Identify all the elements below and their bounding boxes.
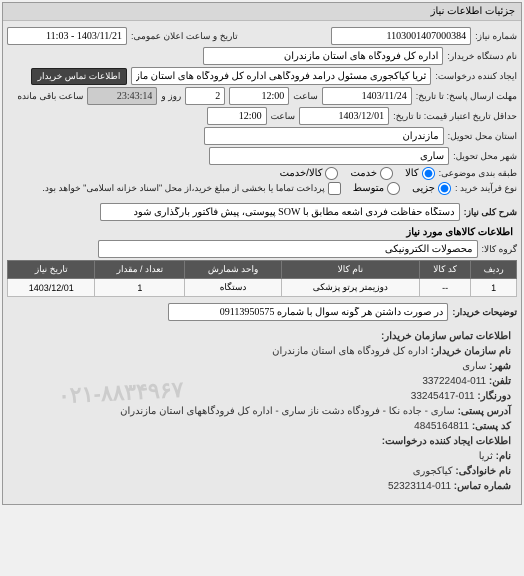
panel-body: شماره نیاز: تاریخ و ساعت اعلان عمومی: نا… <box>3 21 521 504</box>
table-row: 1 -- دوزیمتر پرتو پزشکی دستگاه 1 1403/12… <box>8 279 517 297</box>
org-name-label: نام سازمان خریدار: <box>431 346 511 357</box>
province-label: استان محل تحویل: <box>448 131 517 142</box>
buyer-note-label: توضیحات خریدار: <box>452 307 517 318</box>
row-purchase-type: نوع فرآیند خرید : جزیی متوسط پرداخت تمام… <box>7 182 517 195</box>
details-panel: جزئیات اطلاعات نیاز شماره نیاز: تاریخ و … <box>2 2 522 505</box>
deadline-date <box>322 87 412 105</box>
checkbox-treasury[interactable] <box>328 182 341 195</box>
th-code: کد کالا <box>419 261 471 279</box>
row-city: شهر محل تحویل: <box>7 147 517 165</box>
r-family-label: نام خانوادگی: <box>455 466 511 477</box>
buyer-org-label: نام دستگاه خریدار: <box>447 51 517 62</box>
goods-table: ردیف کد کالا نام کالا واحد شمارش تعداد /… <box>7 260 517 297</box>
radio-jozi-label: جزیی <box>412 183 435 194</box>
buyer-contact-button[interactable]: اطلاعات تماس خریدار <box>31 68 128 85</box>
c-post-label: کد پستی: <box>472 421 511 432</box>
radio-both-label: کالا/خدمت <box>280 168 323 179</box>
requester-label: ایجاد کننده درخواست: <box>435 71 517 82</box>
contact-block: ۰۲۱-۸۸۳۴۹۶۷ اطلاعات تماس سازمان خریدار: … <box>7 323 517 500</box>
contact-section-title: اطلاعات تماس سازمان خریدار: <box>13 329 511 344</box>
row-buyer-org: نام دستگاه خریدار: <box>7 47 517 65</box>
remaining-days <box>185 87 225 105</box>
row-requester: ایجاد کننده درخواست: اطلاعات تماس خریدار <box>7 67 517 85</box>
radio-khedmat[interactable] <box>380 167 393 180</box>
radio-motavasset-label: متوسط <box>353 183 384 194</box>
remaining-time <box>87 87 157 105</box>
need-title-label: شرح کلی نیاز: <box>464 207 517 218</box>
goods-section-title: اطلاعات کالاهای مورد نیاز <box>11 227 513 238</box>
need-no-label: شماره نیاز: <box>475 31 517 42</box>
province-field <box>204 127 444 145</box>
row-subject-class: طبقه بندی موضوعی: کالا خدمت کالا/خدمت <box>7 167 517 180</box>
announce-label: تاریخ و ساعت اعلان عمومی: <box>131 31 238 42</box>
c-fax-value: 011-33245417 <box>411 391 475 402</box>
radio-kala[interactable] <box>422 167 435 180</box>
r-phone-value: 011-52323114 <box>388 481 451 492</box>
td-code: -- <box>419 279 471 297</box>
td-date: 1403/12/01 <box>8 279 95 297</box>
row-need-no: شماره نیاز: تاریخ و ساعت اعلان عمومی: <box>7 27 517 45</box>
r-phone-label: شماره تماس: <box>454 481 511 492</box>
row-credit: حداقل تاریخ اعتبار قیمت: تا تاریخ: ساعت <box>7 107 517 125</box>
td-unit: دستگاه <box>185 279 282 297</box>
requester-field <box>131 67 431 85</box>
deadline-time <box>229 87 289 105</box>
row-province: استان محل تحویل: <box>7 127 517 145</box>
credit-time-label: ساعت <box>271 111 296 122</box>
org-name-value: اداره کل فرودگاه های استان مازندران <box>272 346 428 357</box>
deadline-time-label: ساعت <box>293 91 318 102</box>
deadline-label: مهلت ارسال پاسخ: تا تاریخ: <box>416 91 517 102</box>
radio-motavasset[interactable] <box>387 182 400 195</box>
req-creator-section-title: اطلاعات ایجاد کننده درخواست: <box>13 434 511 449</box>
goods-group-field <box>98 240 478 258</box>
r-name-label: نام: <box>496 451 511 462</box>
c-phone-value: 011-33722404 <box>422 376 486 387</box>
city-field <box>209 147 449 165</box>
row-goods-group: گروه کالا: <box>7 240 517 258</box>
th-date: تاریخ نیاز <box>8 261 95 279</box>
buyer-org-field <box>203 47 443 65</box>
th-row: ردیف <box>471 261 517 279</box>
td-name: دوزیمتر پرتو پزشکی <box>281 279 419 297</box>
r-name-value: ثریا <box>479 451 493 462</box>
radio-jozi[interactable] <box>438 182 451 195</box>
row-buyer-note: توضیحات خریدار: <box>7 303 517 321</box>
city-label: شهر محل تحویل: <box>453 151 517 162</box>
c-city-label: شهر: <box>489 361 511 372</box>
radio-both[interactable] <box>325 167 338 180</box>
subject-class-label: طبقه بندی موضوعی: <box>439 168 517 179</box>
td-row: 1 <box>471 279 517 297</box>
c-addr-label: آدرس پستی: <box>458 406 511 417</box>
radio-khedmat-label: خدمت <box>350 168 377 179</box>
c-city-value: ساری <box>462 361 486 372</box>
credit-date <box>299 107 389 125</box>
row-need-title: شرح کلی نیاز: <box>7 203 517 221</box>
th-unit: واحد شمارش <box>185 261 282 279</box>
purchase-type-label: نوع فرآیند خرید : <box>455 183 517 194</box>
purchase-note: پرداخت تماما یا بخشی از مبلغ خرید،از محل… <box>42 183 324 194</box>
need-title-field <box>100 203 460 221</box>
buyer-note-field <box>168 303 448 321</box>
table-header-row: ردیف کد کالا نام کالا واحد شمارش تعداد /… <box>8 261 517 279</box>
credit-label: حداقل تاریخ اعتبار قیمت: تا تاریخ: <box>393 111 517 122</box>
td-qty: 1 <box>95 279 185 297</box>
need-no-field <box>331 27 471 45</box>
remaining-suffix: ساعت باقی مانده <box>17 91 83 102</box>
credit-time <box>207 107 267 125</box>
radio-kala-label: کالا <box>405 168 419 179</box>
r-family-value: کیاکجوری <box>413 466 453 477</box>
c-fax-label: دورنگار: <box>477 391 511 402</box>
c-post-value: 4845164811 <box>414 421 469 432</box>
row-deadline: مهلت ارسال پاسخ: تا تاریخ: ساعت روز و سا… <box>7 87 517 105</box>
remaining-days-label: روز و <box>161 91 181 102</box>
c-addr-value: ساری - جاده نکا - فرودگاه دشت ناز ساری -… <box>120 406 455 417</box>
goods-group-label: گروه کالا: <box>482 244 517 255</box>
panel-title: جزئیات اطلاعات نیاز <box>3 3 521 21</box>
c-phone-label: تلفن: <box>489 376 511 387</box>
th-qty: تعداد / مقدار <box>95 261 185 279</box>
announce-field <box>7 27 127 45</box>
th-name: نام کالا <box>281 261 419 279</box>
